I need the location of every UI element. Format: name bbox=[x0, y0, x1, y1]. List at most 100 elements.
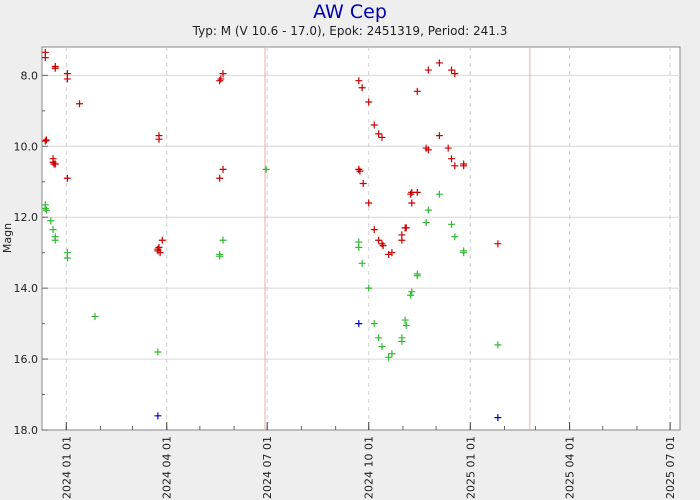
red-data-point bbox=[448, 66, 456, 74]
red-data-point bbox=[358, 84, 366, 92]
green-data-point bbox=[448, 220, 456, 228]
red-data-point bbox=[378, 133, 386, 141]
red-data-point bbox=[494, 240, 502, 248]
red-data-point bbox=[413, 188, 421, 196]
green-data-point bbox=[219, 236, 227, 244]
green-data-point bbox=[460, 249, 468, 257]
green-data-point bbox=[42, 206, 50, 214]
red-data-point bbox=[365, 199, 373, 207]
x-tick-label: 2025 01 01 bbox=[464, 436, 477, 499]
red-data-point bbox=[356, 167, 364, 175]
red-data-point bbox=[156, 249, 164, 257]
red-data-point bbox=[398, 231, 406, 239]
red-data-point bbox=[424, 146, 432, 154]
data-marks bbox=[41, 48, 502, 422]
red-data-point bbox=[155, 243, 163, 251]
green-data-point bbox=[422, 219, 430, 227]
green-data-point bbox=[51, 236, 59, 244]
red-data-point bbox=[63, 75, 71, 83]
green-data-point bbox=[47, 217, 55, 225]
red-data-point bbox=[370, 226, 378, 234]
red-data-point bbox=[408, 199, 416, 207]
red-data-point bbox=[402, 224, 410, 232]
red-data-point bbox=[435, 59, 443, 67]
green-data-point bbox=[451, 233, 459, 241]
blue-data-point bbox=[494, 414, 502, 422]
blue-data-point bbox=[154, 412, 162, 420]
x-tick-label: 2025 07 01 bbox=[664, 436, 677, 499]
red-data-point bbox=[451, 162, 459, 170]
red-data-point bbox=[63, 174, 71, 182]
red-data-point bbox=[51, 64, 59, 72]
green-data-point bbox=[407, 291, 415, 299]
red-data-point bbox=[158, 236, 166, 244]
red-data-point bbox=[41, 54, 49, 62]
green-data-point bbox=[154, 348, 162, 356]
red-data-point bbox=[359, 180, 367, 188]
red-data-point bbox=[370, 121, 378, 129]
y-axis-label: Magn bbox=[1, 223, 14, 253]
red-data-point bbox=[76, 100, 84, 108]
green-data-point bbox=[378, 343, 386, 351]
x-tick-label: 2025 04 01 bbox=[564, 436, 577, 499]
green-data-point bbox=[398, 337, 406, 345]
red-data-point bbox=[42, 136, 50, 144]
y-tick-label: 18.0 bbox=[14, 424, 39, 437]
red-data-point bbox=[365, 98, 373, 106]
green-data-point bbox=[358, 259, 366, 267]
red-data-point bbox=[216, 174, 224, 182]
x-tick-label: 2024 04 01 bbox=[161, 436, 174, 499]
x-tick-label: 2024 07 01 bbox=[261, 436, 274, 499]
y-tick-label: 10.0 bbox=[14, 140, 39, 153]
red-data-point bbox=[41, 137, 49, 145]
green-data-point bbox=[385, 353, 393, 361]
red-data-point bbox=[424, 66, 432, 74]
red-data-point bbox=[413, 87, 421, 95]
green-data-point bbox=[435, 190, 443, 198]
green-data-point bbox=[216, 252, 224, 260]
y-tick-label: 14.0 bbox=[14, 282, 39, 295]
red-data-point bbox=[375, 236, 383, 244]
axis-ticks: 8.0 10.0 12.0 14.0 16.0 18.0 2024 01 01 2024 04… bbox=[14, 69, 678, 499]
red-data-point bbox=[435, 132, 443, 140]
green-data-point bbox=[413, 270, 421, 278]
y-tick-label: 8.0 bbox=[21, 69, 39, 82]
green-data-point bbox=[375, 334, 383, 342]
grid bbox=[42, 47, 680, 430]
red-data-point bbox=[219, 165, 227, 173]
green-data-point bbox=[402, 321, 410, 329]
red-data-point bbox=[355, 77, 363, 85]
red-data-point bbox=[375, 130, 383, 138]
chart-subtitle: Typ: M (V 10.6 - 17.0), Epok: 2451319, P… bbox=[192, 24, 508, 38]
green-data-point bbox=[365, 284, 373, 292]
green-data-point bbox=[401, 316, 409, 324]
red-data-point bbox=[379, 242, 387, 250]
green-data-point bbox=[494, 341, 502, 349]
y-tick-label: 16.0 bbox=[14, 353, 39, 366]
green-data-point bbox=[355, 243, 363, 251]
green-data-point bbox=[370, 320, 378, 328]
red-data-point bbox=[460, 162, 468, 170]
red-data-point bbox=[451, 70, 459, 78]
plot-area bbox=[41, 46, 681, 431]
green-data-point bbox=[388, 350, 396, 358]
green-data-point bbox=[408, 288, 416, 296]
green-data-point bbox=[424, 206, 432, 214]
red-data-point bbox=[448, 155, 456, 163]
green-data-point bbox=[262, 165, 270, 173]
green-data-point bbox=[91, 313, 99, 321]
chart-title: AW Cep bbox=[313, 1, 387, 23]
red-data-point bbox=[219, 70, 227, 78]
y-tick-label: 12.0 bbox=[14, 211, 39, 224]
red-data-point bbox=[51, 160, 59, 168]
green-data-point bbox=[49, 226, 57, 234]
red-data-point bbox=[217, 75, 225, 83]
reference-lines bbox=[264, 47, 531, 430]
green-data-point bbox=[63, 254, 71, 262]
red-data-point bbox=[155, 135, 163, 143]
x-tick-label: 2024 01 01 bbox=[60, 436, 73, 499]
red-data-point bbox=[388, 249, 396, 257]
blue-data-point bbox=[355, 320, 363, 328]
x-tick-label: 2024 10 01 bbox=[363, 436, 376, 499]
